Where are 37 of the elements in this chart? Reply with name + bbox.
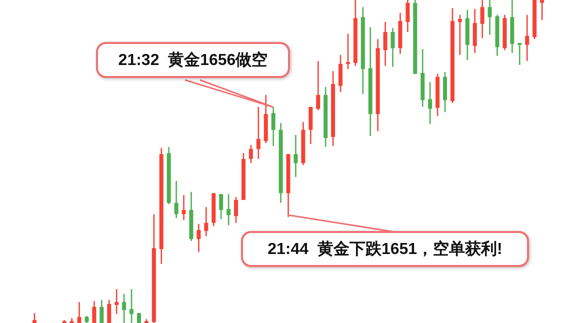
candlestick [540,0,544,21]
candlestick [271,106,276,147]
candlestick [130,288,134,323]
candlestick [234,196,238,224]
candlestick [248,144,253,164]
candlestick [122,293,126,323]
candlestick [92,300,96,323]
candlestick [226,193,231,226]
candlestick [390,27,395,68]
candlestick [458,14,462,56]
candlestick [219,193,224,220]
candlestick [428,81,432,125]
annotation: 21:32 黄金1656做空 [118,50,268,70]
candlestick [338,54,343,93]
candlestick [472,8,477,54]
candlestick [196,223,201,253]
candlestick [406,0,410,33]
candlestick [383,21,388,67]
candlestick [182,194,186,221]
annotation: 21:44 黄金下跌1651，空单获利! [268,239,502,260]
candlestick [256,106,260,160]
candlestick [518,42,522,66]
candlestick [107,299,112,323]
candlestick [77,301,82,323]
candlestick [525,14,530,62]
candlestick [480,0,484,39]
candlestick [316,60,320,111]
candlestick [294,134,298,178]
candlestick [204,206,208,237]
candlestick [308,106,313,145]
candlestick [114,288,119,315]
candlestick [32,312,36,323]
candlestick [100,299,104,323]
candlestick [488,0,492,36]
candlestick [346,33,350,70]
candlestick [443,71,447,113]
candlestick [174,180,178,219]
